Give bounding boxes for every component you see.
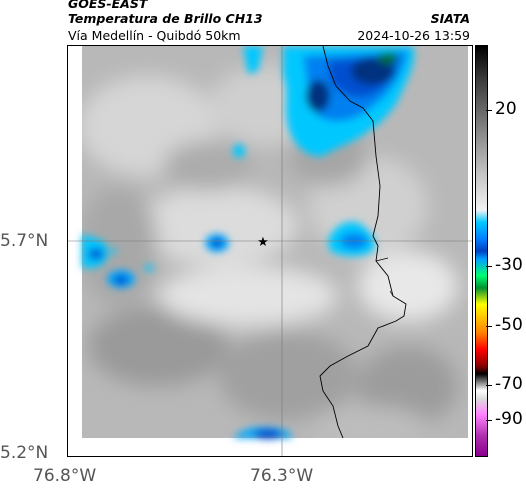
colorbar xyxy=(475,45,488,457)
colorbar-tick xyxy=(486,110,492,111)
colorbar-tick xyxy=(486,385,492,386)
satellite-name: GOES-EAST xyxy=(68,0,148,11)
region-label: Vía Medellín - Quibdó 50km xyxy=(68,28,241,43)
latitude-label-top: 5.7°N xyxy=(0,231,49,251)
longitude-label-right: 76.3°W xyxy=(250,466,314,486)
organization-label: SIATA xyxy=(430,11,470,26)
grey-texture xyxy=(78,66,458,446)
brightness-temperature-field: ★ xyxy=(68,46,472,456)
location-star-marker: ★ xyxy=(257,235,269,250)
colorbar-tick xyxy=(486,266,492,267)
latitude-label-bottom: 5.2°N xyxy=(0,443,49,463)
longitude-label-left: 76.8°W xyxy=(33,466,97,486)
colorbar-tick xyxy=(486,326,492,327)
colorbar-label: -90 xyxy=(495,409,523,429)
colorbar-label: -70 xyxy=(495,374,523,394)
department-border xyxy=(319,46,407,439)
colorbar-label: -50 xyxy=(495,315,523,335)
satellite-map[interactable]: ★ xyxy=(67,45,473,457)
colorbar-label: 20 xyxy=(495,99,517,119)
colorbar-label: -30 xyxy=(495,255,523,275)
timestamp-label: 2024-10-26 13:59 xyxy=(357,28,470,43)
colorbar-tick xyxy=(486,420,492,421)
product-title: Temperatura de Brillo CH13 xyxy=(68,11,263,26)
cold-cloud-cells xyxy=(82,144,375,439)
